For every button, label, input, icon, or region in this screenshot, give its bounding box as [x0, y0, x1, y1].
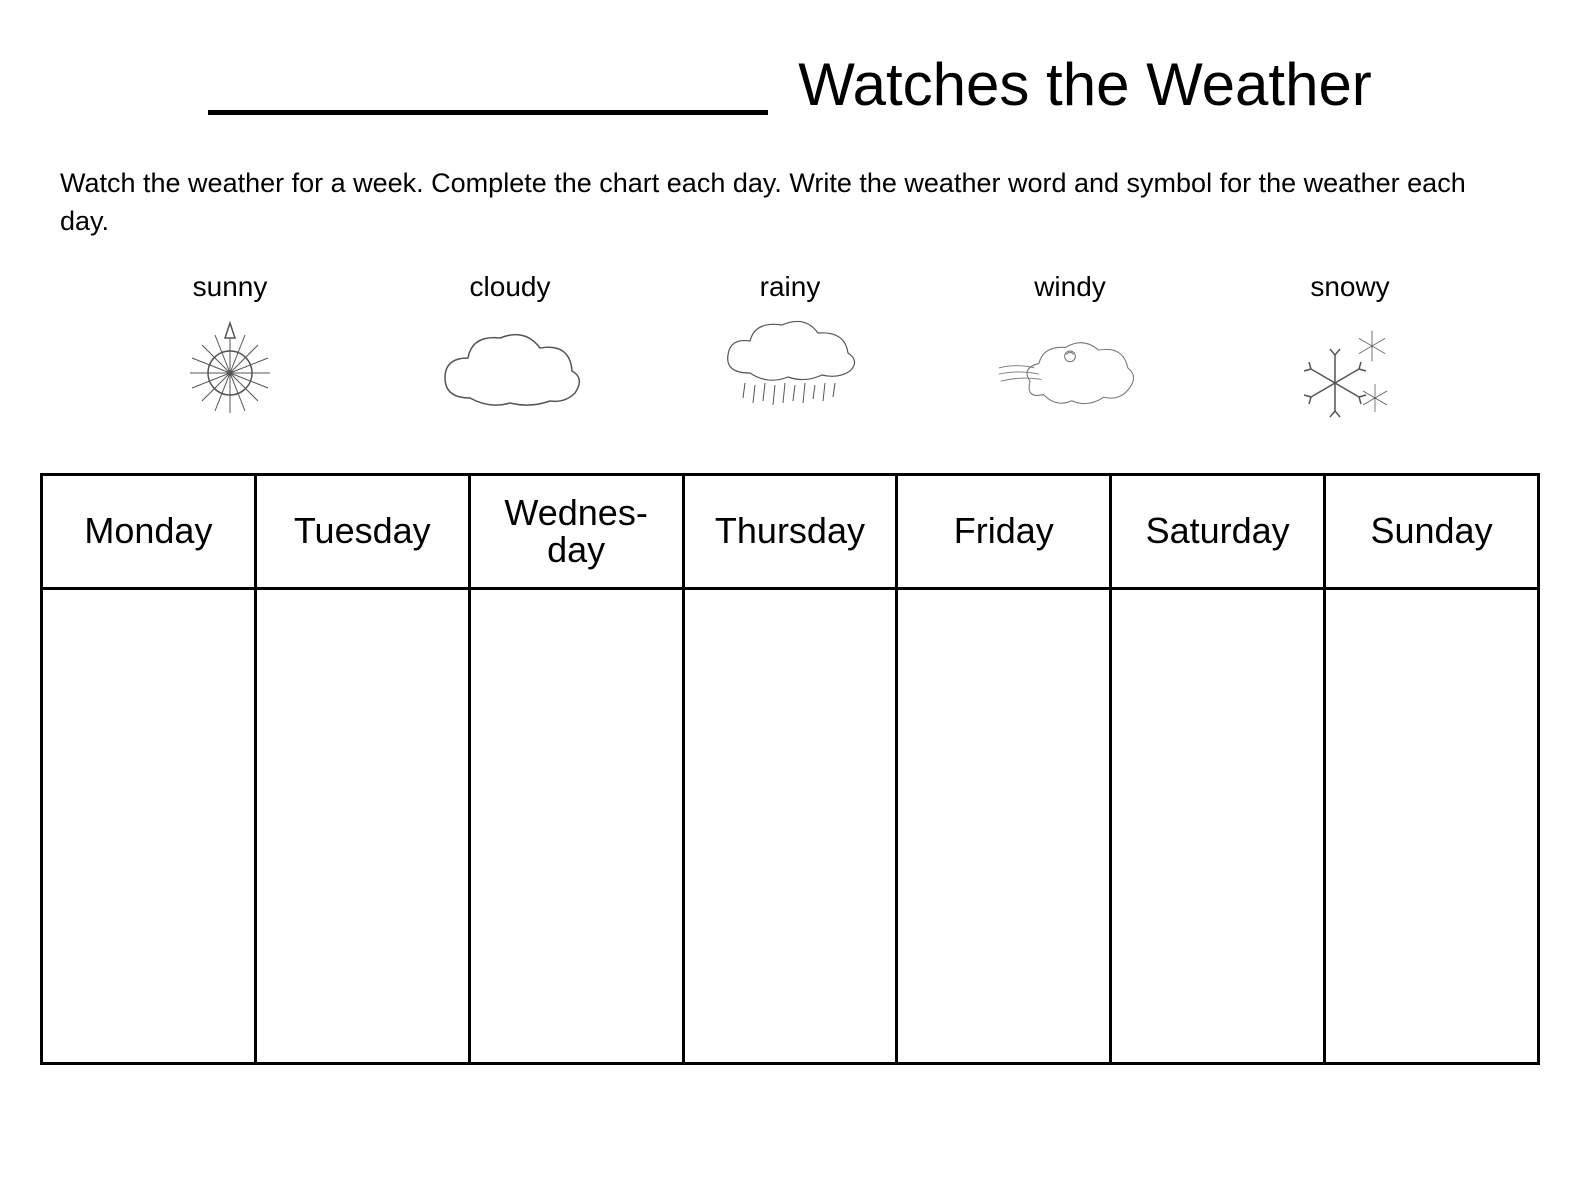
legend-item-windy: windy — [990, 271, 1150, 433]
cell-saturday — [1111, 589, 1325, 1064]
cell-sunday — [1325, 589, 1539, 1064]
table-row — [42, 589, 1539, 1064]
col-monday: Monday — [42, 474, 256, 589]
cell-monday — [42, 589, 256, 1064]
page-title: Watches the Weather — [798, 55, 1372, 115]
col-thursday: Thursday — [683, 474, 897, 589]
legend-label: snowy — [1310, 271, 1389, 303]
cell-tuesday — [255, 589, 469, 1064]
col-sunday: Sunday — [1325, 474, 1539, 589]
legend-label: windy — [1034, 271, 1106, 303]
legend-item-rainy: rainy — [710, 271, 870, 433]
legend-item-snowy: snowy — [1270, 271, 1430, 433]
col-saturday: Saturday — [1111, 474, 1325, 589]
instructions-text: Watch the weather for a week. Complete t… — [60, 165, 1520, 241]
cell-friday — [897, 589, 1111, 1064]
legend-label: sunny — [193, 271, 268, 303]
wind-icon — [990, 313, 1150, 433]
cloud-icon — [430, 313, 590, 433]
cell-wednesday — [469, 589, 683, 1064]
col-friday: Friday — [897, 474, 1111, 589]
legend-item-cloudy: cloudy — [430, 271, 590, 433]
title-row: Watches the Weather — [30, 50, 1550, 115]
legend-label: rainy — [760, 271, 821, 303]
col-wednesday: Wednes-day — [469, 474, 683, 589]
table-header-row: Monday Tuesday Wednes-day Thursday Frida… — [42, 474, 1539, 589]
cell-thursday — [683, 589, 897, 1064]
legend-item-sunny: sunny — [150, 271, 310, 433]
snow-icon — [1270, 313, 1430, 433]
weather-legend: sunny cloudy rainy — [90, 271, 1490, 433]
sun-icon — [150, 313, 310, 433]
legend-label: cloudy — [470, 271, 551, 303]
worksheet-page: Watches the Weather Watch the weather fo… — [30, 50, 1550, 1065]
rain-icon — [710, 313, 870, 433]
weather-chart-table: Monday Tuesday Wednes-day Thursday Frida… — [40, 473, 1540, 1066]
name-blank-line — [208, 50, 768, 115]
col-tuesday: Tuesday — [255, 474, 469, 589]
